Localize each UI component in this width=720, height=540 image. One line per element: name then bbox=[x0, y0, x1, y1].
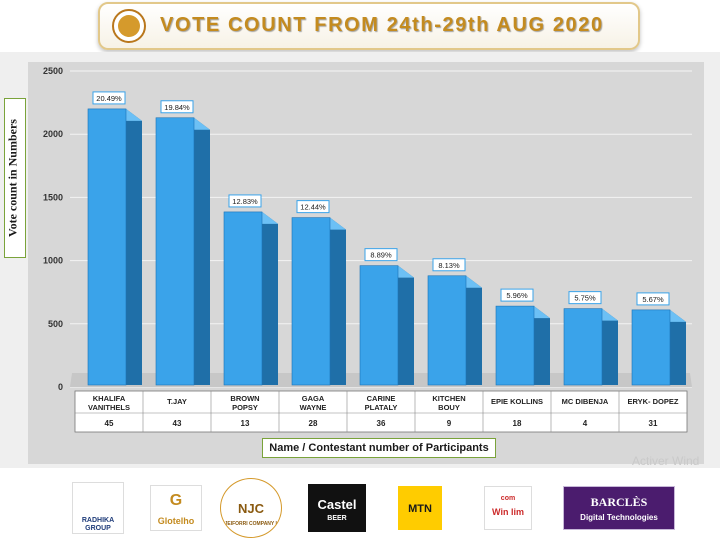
data-label-box bbox=[364, 248, 398, 262]
data-label: 8.13% bbox=[438, 261, 460, 270]
castel-logo: Castel BEER bbox=[308, 484, 366, 532]
x-tick-label: MC DIBENJA bbox=[562, 397, 609, 406]
data-label: 20.49% bbox=[96, 94, 122, 103]
bar-side bbox=[398, 265, 414, 385]
y-tick-label: 0 bbox=[58, 382, 63, 392]
data-label: 5.75% bbox=[574, 294, 596, 303]
data-label-box bbox=[636, 292, 670, 306]
sponsor-logo-text: BEER bbox=[327, 515, 347, 522]
bar bbox=[495, 305, 535, 386]
x-axis-label: Name / Contestant number of Participants bbox=[262, 438, 496, 458]
x-tick-label: KITCHEN bbox=[432, 394, 465, 403]
x-tick-label: GAGA bbox=[302, 394, 325, 403]
x-tick-label: BOUY bbox=[438, 403, 460, 412]
chart-title: VOTE COUNT FROM 24th-29th AUG 2020 bbox=[160, 14, 604, 36]
data-label-box bbox=[568, 291, 602, 305]
data-label: 12.83% bbox=[232, 197, 258, 206]
x-tick-label: EPIE KOLLINS bbox=[491, 397, 543, 406]
bar bbox=[631, 309, 671, 386]
sponsor-strip: RADHIKA GROUP G Glotelho NJC NJEIFORRI COMPAN… bbox=[0, 476, 720, 540]
bar bbox=[155, 117, 195, 386]
data-label: 19.84% bbox=[164, 103, 190, 112]
sponsor-logo-text: G bbox=[169, 492, 183, 509]
x-tick-label: BROWN bbox=[230, 394, 259, 403]
activation-watermark: Activer Wind bbox=[632, 454, 700, 468]
bar bbox=[223, 211, 263, 386]
contestant-number: 18 bbox=[513, 419, 522, 428]
y-tick-label: 500 bbox=[48, 319, 63, 329]
bar bbox=[563, 308, 603, 386]
x-tick-label: VANITHELS bbox=[88, 403, 130, 412]
g-logo: G Glotelho bbox=[150, 485, 202, 531]
sponsor-logo-text: BARCLÈS bbox=[590, 495, 648, 509]
y-tick-label: 1500 bbox=[43, 192, 63, 202]
y-axis-label-box bbox=[4, 98, 26, 258]
contestant-number: 9 bbox=[447, 419, 452, 428]
sponsor-logo-text: Digital Technologies bbox=[580, 513, 658, 522]
x-tick-label: POPSY bbox=[232, 403, 258, 412]
contestant-number: 45 bbox=[105, 419, 114, 428]
contestant-number: 4 bbox=[583, 419, 588, 428]
x-tick-label: CARINE bbox=[367, 394, 396, 403]
x-tick-label: WAYNE bbox=[300, 403, 327, 412]
sponsor-logo-text: MTN bbox=[408, 503, 432, 515]
data-label: 5.96% bbox=[506, 291, 528, 300]
y-tick-label: 2000 bbox=[43, 129, 63, 139]
bar-side bbox=[330, 217, 346, 385]
sponsor-logo-text: NJEIFORRI COMPANY LTD bbox=[221, 521, 282, 527]
bar-side bbox=[194, 117, 210, 385]
x-tick-label: KHALIFA bbox=[93, 394, 126, 403]
data-label: 5.67% bbox=[642, 295, 664, 304]
bar-side bbox=[466, 275, 482, 385]
contestant-number: 43 bbox=[173, 419, 182, 428]
data-label-box bbox=[160, 100, 194, 114]
y-tick-label: 2500 bbox=[43, 66, 63, 76]
lion-logo: RADHIKA GROUP bbox=[72, 482, 124, 534]
barcles-logo: BARCLÈS Digital Technologies bbox=[563, 486, 675, 530]
bar bbox=[87, 108, 127, 386]
contestant-number: 31 bbox=[649, 419, 658, 428]
data-label: 12.44% bbox=[300, 203, 326, 212]
contestant-number: 28 bbox=[309, 419, 318, 428]
sponsor-logo-text: RADHIKA bbox=[81, 517, 115, 524]
title-logo-icon bbox=[112, 9, 146, 43]
title-banner: VOTE COUNT FROM 24th-29th AUG 2020 bbox=[98, 2, 640, 50]
y-axis-label: Vote count in Numbers bbox=[5, 119, 20, 237]
winlim-logo: com Win lim bbox=[484, 486, 532, 530]
bar bbox=[291, 217, 331, 386]
sponsor-logo-text: com bbox=[500, 495, 516, 502]
data-label-box bbox=[500, 288, 534, 302]
bar-side bbox=[670, 309, 686, 385]
sponsor-logo-text: Win lim bbox=[492, 507, 524, 517]
data-label-box bbox=[228, 194, 262, 208]
data-label-box bbox=[296, 200, 330, 214]
bar-side bbox=[262, 211, 278, 385]
mtn-logo: MTN bbox=[398, 486, 442, 530]
data-label-box bbox=[92, 91, 126, 105]
category-table bbox=[74, 390, 688, 433]
x-tick-label: PLATALY bbox=[365, 403, 398, 412]
bar-side bbox=[126, 108, 142, 386]
data-label-box bbox=[432, 258, 466, 272]
njc-seal: NJC NJEIFORRI COMPANY LTD bbox=[220, 478, 282, 538]
sponsor-logo-text: GROUP bbox=[85, 525, 111, 532]
bar bbox=[427, 275, 467, 386]
x-tick-label: T.JAY bbox=[167, 397, 187, 406]
contestant-number: 13 bbox=[241, 419, 250, 428]
data-label: 8.89% bbox=[370, 251, 392, 260]
x-tick-label: ERYK- DOPEZ bbox=[628, 397, 679, 406]
bar-side bbox=[602, 308, 618, 385]
y-tick-label: 1000 bbox=[43, 256, 63, 266]
sponsor-logo-text: NJC bbox=[237, 501, 264, 516]
bar bbox=[359, 265, 399, 386]
sponsor-logo-text: Glotelho bbox=[157, 516, 195, 526]
sponsor-logo-text: Castel bbox=[317, 497, 357, 512]
bar-side bbox=[534, 306, 550, 385]
contestant-number: 36 bbox=[377, 419, 386, 428]
